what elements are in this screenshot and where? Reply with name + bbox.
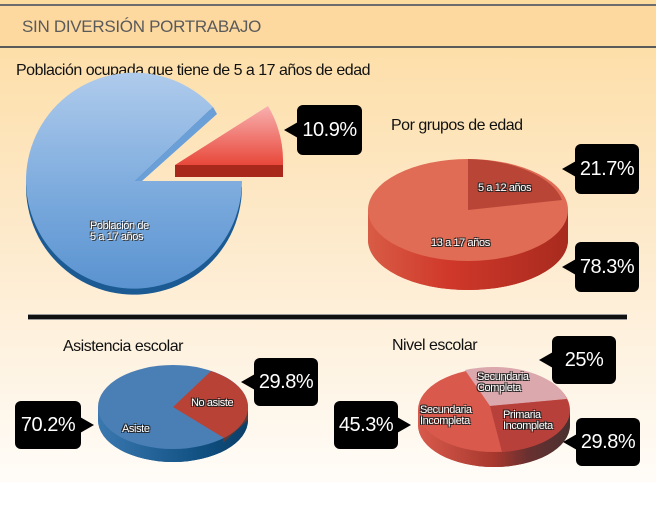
no-asiste-label: No asiste bbox=[191, 397, 234, 409]
header-title: SIN DIVERSIÓN PORTRABAJO bbox=[22, 17, 262, 36]
header-bar: SIN DIVERSIÓN PORTRABAJO bbox=[0, 4, 656, 48]
asiste-callout: 70.2% bbox=[15, 401, 94, 449]
prim-incompleta-callout: 29.8% bbox=[563, 418, 640, 466]
age-13-17-callout: 78.3% bbox=[562, 242, 639, 292]
employed-slice bbox=[175, 106, 284, 165]
employed-callout: 10.9% bbox=[284, 105, 362, 155]
callout-pointer-icon bbox=[539, 352, 553, 368]
sec-incompleta-callout: 45.3% bbox=[334, 401, 411, 449]
section-divider bbox=[28, 314, 627, 320]
callout-pointer-icon bbox=[563, 434, 577, 450]
callout-pointer-icon bbox=[562, 161, 576, 177]
asiste-label: Asiste bbox=[122, 423, 150, 435]
sec-completa-label: Secundaria Completa bbox=[477, 371, 529, 394]
age-5-12-slice bbox=[468, 159, 562, 210]
attendance-title: Asistencia escolar bbox=[63, 338, 183, 355]
prim-incompleta-label: Primaria Incompleta bbox=[503, 409, 553, 432]
no-asiste-callout: 29.8% bbox=[241, 358, 318, 406]
level-title: Nivel escolar bbox=[392, 337, 478, 354]
callout-pointer-icon bbox=[241, 374, 255, 390]
age-5-12-label: 5 a 12 años bbox=[478, 182, 532, 194]
age-5-12-callout: 21.7% bbox=[562, 144, 639, 194]
prim-incompleta-slice bbox=[490, 399, 570, 452]
sec-completa-slice bbox=[465, 367, 567, 406]
population-slice-label: Población de 5 a 17 años bbox=[90, 220, 149, 243]
infographic-panel: SIN DIVERSIÓN PORTRABAJO Población ocupa… bbox=[0, 0, 656, 482]
age-13-17-label: 13 a 17 años bbox=[431, 237, 490, 249]
age-groups-title: Por grupos de edad bbox=[391, 117, 523, 134]
age-groups-pie-chart bbox=[368, 159, 568, 290]
no-asiste-slice bbox=[173, 371, 248, 438]
population-pie-chart bbox=[26, 72, 284, 295]
callout-pointer-icon bbox=[80, 417, 94, 433]
sec-incompleta-label: Secundaria Incompleta bbox=[420, 404, 472, 427]
callout-pointer-icon bbox=[284, 122, 298, 138]
callout-pointer-icon bbox=[562, 259, 576, 275]
main-chart-title: Población ocupada que tiene de 5 a 17 añ… bbox=[16, 62, 370, 79]
sec-completa-callout: 25% bbox=[539, 336, 616, 384]
population-slice bbox=[26, 72, 242, 289]
callout-pointer-icon bbox=[397, 417, 411, 433]
